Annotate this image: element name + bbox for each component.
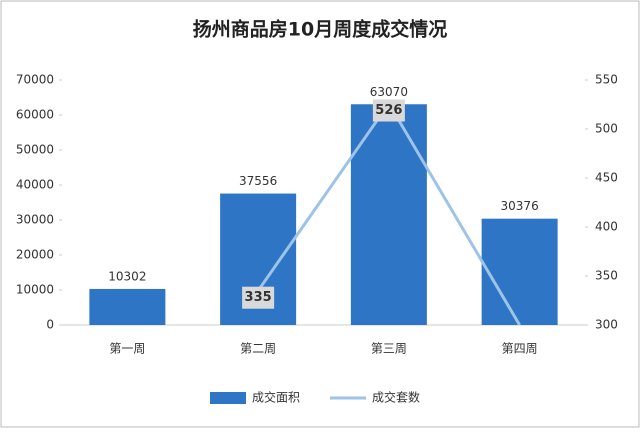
y-tick-label: 10000 <box>16 283 54 297</box>
y2-tick-label: 550 <box>595 73 618 87</box>
legend-swatch <box>210 392 246 404</box>
bar-value-label: 63070 <box>370 85 408 99</box>
bar <box>89 288 166 325</box>
y-tick-label: 40000 <box>16 178 54 192</box>
y2-tick-label: 400 <box>595 220 618 234</box>
legend-label: 成交面积 <box>252 390 300 405</box>
line-label-bg <box>372 99 405 122</box>
y-tick-label: 0 <box>46 318 54 332</box>
line-value-label: 335 <box>245 290 272 305</box>
y-tick-label: 20000 <box>16 248 54 262</box>
y2-tick-label: 500 <box>595 122 618 136</box>
x-tick-label: 第四周 <box>502 342 538 356</box>
bar-value-label: 30376 <box>501 199 539 213</box>
bar-value-label: 37556 <box>239 174 277 188</box>
x-tick-label: 第一周 <box>109 342 145 356</box>
line-value-label: 526 <box>375 103 402 118</box>
bar <box>350 104 427 325</box>
y-tick-label: 30000 <box>16 213 54 227</box>
y2-tick-label: 450 <box>595 171 618 185</box>
x-tick-label: 第三周 <box>371 342 407 356</box>
y2-tick-label: 350 <box>595 269 618 283</box>
x-tick-label: 第二周 <box>240 342 276 356</box>
chart-title: 扬州商品房10月周度成交情况 <box>193 18 447 41</box>
y-tick-label: 60000 <box>16 108 54 122</box>
bar-value-label: 10302 <box>108 269 146 283</box>
y-tick-label: 70000 <box>16 73 54 87</box>
y2-tick-label: 300 <box>595 318 618 332</box>
bar <box>481 218 558 325</box>
line-label-bg <box>242 286 275 309</box>
legend-label: 成交套数 <box>372 390 420 405</box>
y-tick-label: 50000 <box>16 143 54 157</box>
